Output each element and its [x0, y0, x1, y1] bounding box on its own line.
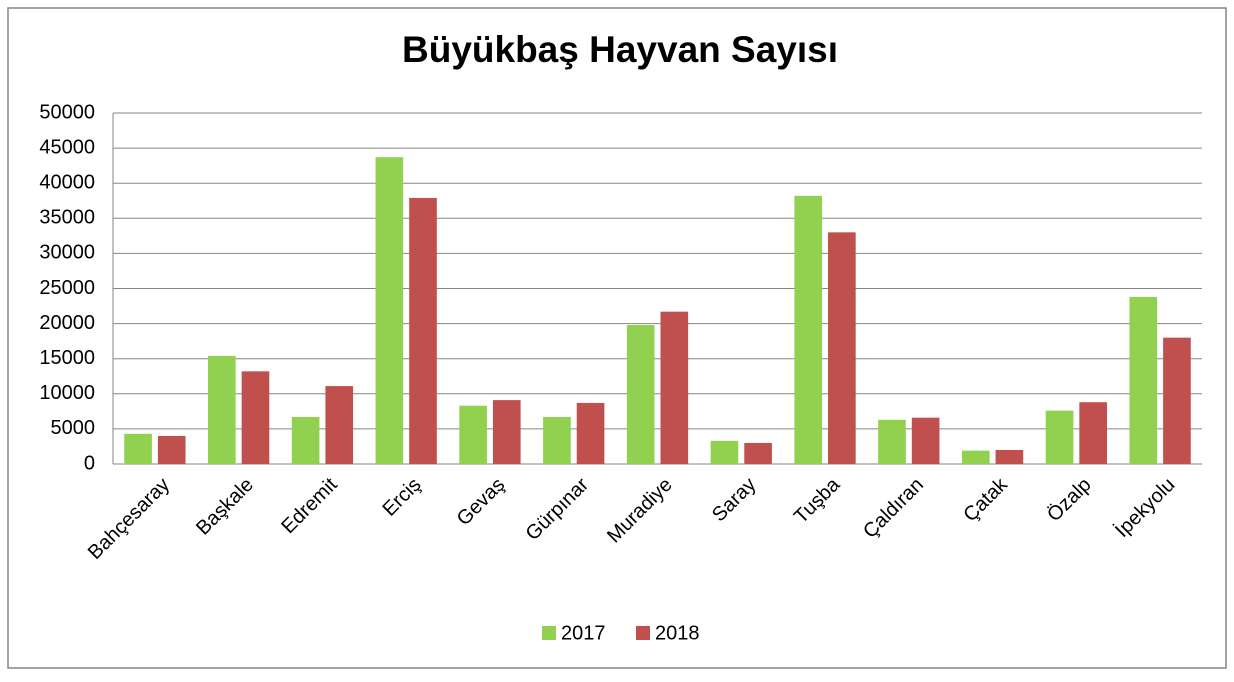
y-tick-label: 50000	[39, 101, 95, 123]
y-tick-label: 5000	[51, 417, 96, 439]
legend-swatch	[542, 626, 556, 640]
y-tick-label: 10000	[39, 382, 95, 404]
bar	[961, 450, 990, 464]
bar	[828, 232, 856, 464]
y-tick-label: 15000	[39, 347, 95, 369]
y-tick-label: 35000	[39, 207, 95, 229]
bar	[710, 440, 739, 464]
y-tick-label: 0	[84, 452, 95, 474]
bar	[995, 449, 1024, 464]
bar	[325, 386, 354, 464]
bar	[794, 195, 823, 464]
bar	[576, 402, 605, 464]
bar	[157, 435, 186, 464]
bar	[124, 433, 152, 464]
bar	[291, 416, 320, 464]
bar	[911, 417, 940, 464]
bar	[1045, 410, 1074, 464]
legend-label: 2018	[655, 622, 700, 644]
bar	[409, 197, 437, 464]
bar	[1163, 337, 1191, 464]
bar	[208, 355, 236, 464]
y-tick-label: 20000	[39, 312, 95, 334]
y-tick-label: 25000	[39, 277, 95, 299]
bar	[543, 416, 571, 464]
legend-swatch	[636, 626, 650, 640]
bar	[375, 157, 404, 464]
chart-title: Büyükbaş Hayvan Sayısı	[402, 29, 838, 70]
y-tick-label: 40000	[39, 171, 95, 193]
bar	[1129, 296, 1158, 464]
bar	[1079, 402, 1107, 464]
bar	[492, 400, 521, 464]
y-tick-label: 30000	[39, 242, 95, 264]
bar	[878, 419, 906, 464]
bar	[459, 405, 487, 464]
legend-label: 2017	[561, 622, 606, 644]
bar	[241, 371, 270, 464]
bar	[660, 311, 689, 464]
bar	[744, 442, 772, 464]
chart-frame	[7, 7, 1227, 669]
y-tick-label: 45000	[39, 136, 95, 158]
bar	[626, 325, 655, 464]
